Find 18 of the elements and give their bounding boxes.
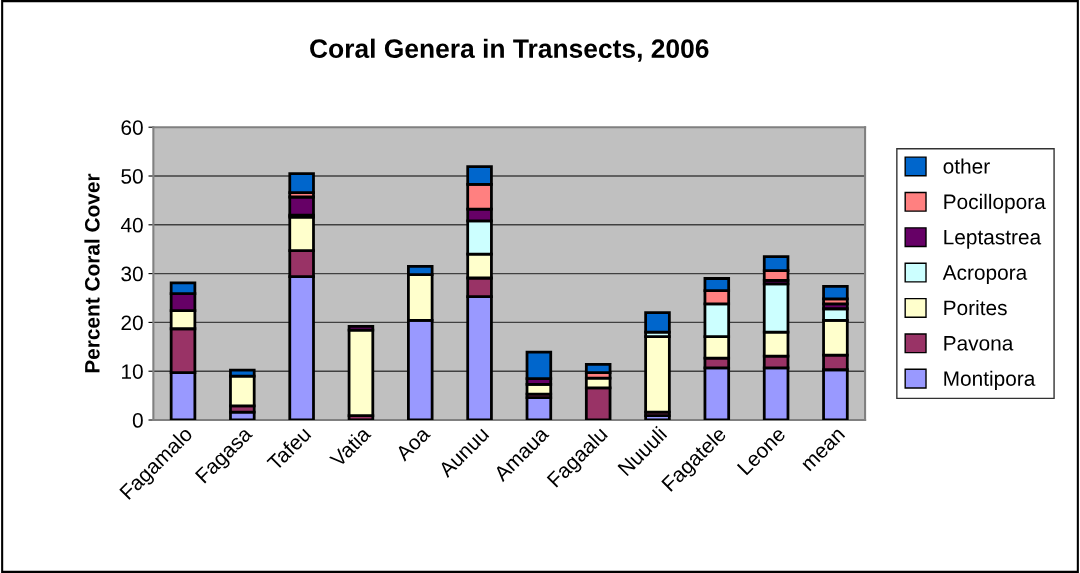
y-tick-label: 0	[132, 413, 143, 428]
y-axis-title: Percent Coral Cover	[84, 173, 100, 373]
y-tick-label: 40	[120, 217, 143, 233]
legend-label: Acropora	[942, 265, 1028, 284]
legend-label: other	[943, 158, 990, 174]
x-tick-label: Aoa	[394, 425, 432, 462]
legend-label: Pavona	[944, 336, 1014, 351]
y-tick-label: 10	[122, 364, 143, 379]
y-tick-label: 60	[121, 120, 143, 135]
y-tick-label: 30	[121, 266, 143, 282]
legend-label: Leptastrea	[944, 229, 1042, 249]
chart-title: Coral Genera in Transects, 2006	[310, 38, 709, 62]
x-tick-label: Vatia	[328, 424, 372, 469]
legend-label: Montipora	[944, 370, 1036, 391]
y-tick-label: 20	[121, 315, 143, 331]
legend-label: Porites	[944, 299, 1007, 316]
legend-label: Pocillopora	[944, 193, 1046, 214]
y-tick-label: 50	[121, 169, 143, 184]
